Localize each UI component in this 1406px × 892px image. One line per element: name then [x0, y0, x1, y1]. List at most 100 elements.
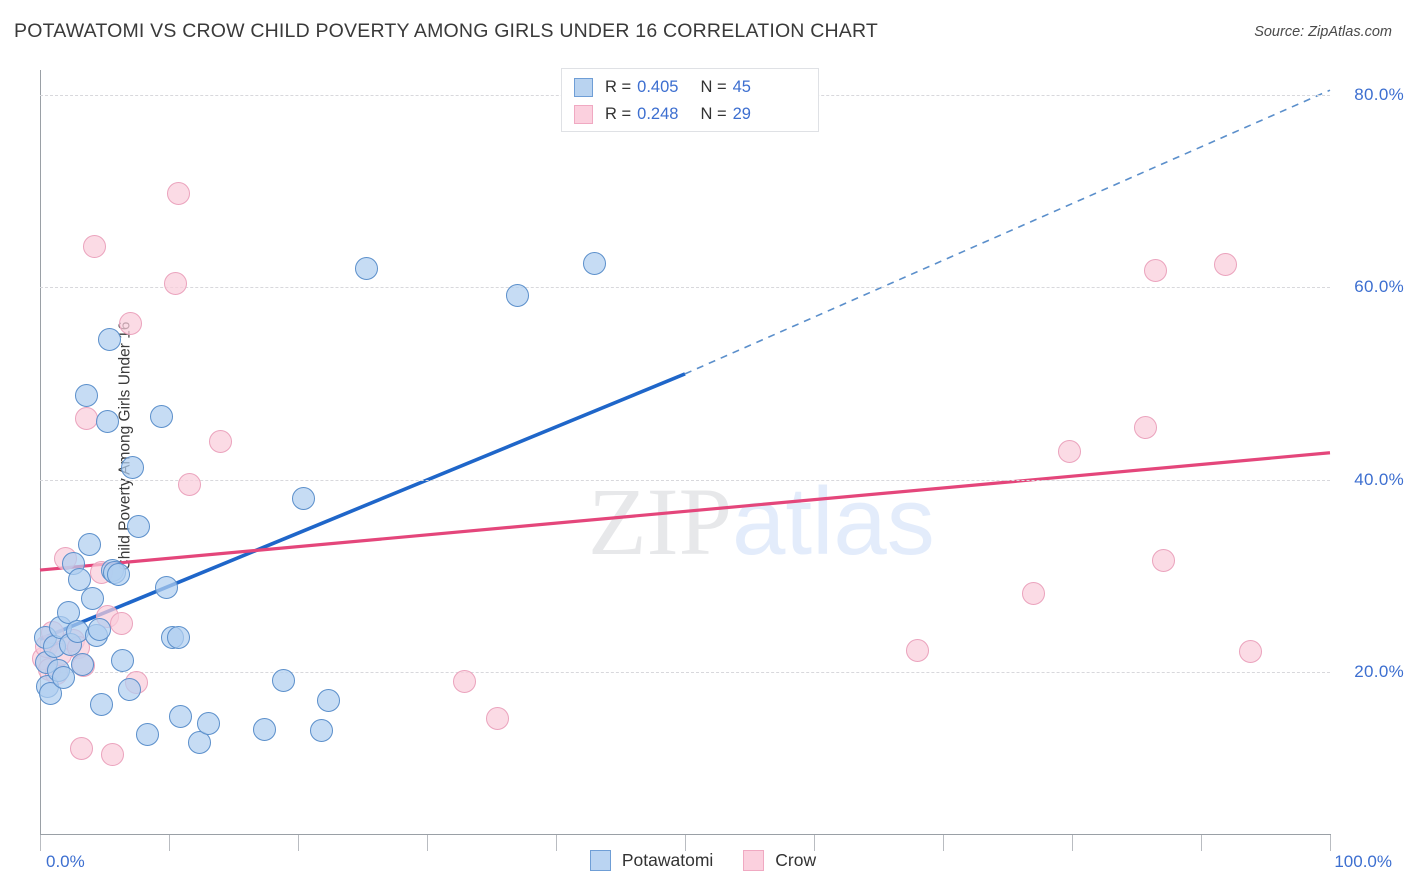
- data-point[interactable]: [69, 737, 93, 761]
- data-point[interactable]: [209, 429, 233, 453]
- stats-swatch-potawatomi: [574, 77, 593, 97]
- data-point[interactable]: [905, 639, 929, 663]
- data-point[interactable]: [166, 181, 190, 205]
- data-point[interactable]: [95, 409, 119, 433]
- gridline-60: [40, 287, 1330, 289]
- data-point[interactable]: [1021, 581, 1045, 605]
- data-point[interactable]: [252, 718, 276, 742]
- data-point[interactable]: [135, 723, 159, 746]
- trendline-potawatomi-dashed: [684, 89, 1331, 375]
- stats-n-label-2: N =: [700, 104, 727, 123]
- data-point[interactable]: [77, 532, 101, 556]
- data-point[interactable]: [169, 704, 193, 728]
- x-tick-80: [1072, 835, 1073, 851]
- y-tick-label-80: 80.0%: [1354, 85, 1404, 104]
- x-axis-min-label: 0.0%: [46, 852, 85, 871]
- legend-swatch-potawatomi: [589, 850, 611, 871]
- data-point[interactable]: [452, 670, 476, 694]
- data-point[interactable]: [149, 404, 173, 428]
- plot-area: ZIPatlas: [32, 70, 1331, 822]
- y-tick-label-40: 40.0%: [1354, 469, 1404, 489]
- data-point[interactable]: [90, 693, 114, 717]
- y-tick-label-20: 20.0%: [1354, 662, 1404, 681]
- data-point[interactable]: [118, 312, 142, 336]
- data-point[interactable]: [100, 743, 124, 767]
- x-axis-line: [40, 834, 1331, 835]
- correlation-stats-box: R = 0.405 N = 45 R = 0.248 N = 29: [561, 68, 819, 132]
- gridline-40: [40, 479, 1330, 481]
- data-point[interactable]: [74, 383, 98, 407]
- x-tick-70: [943, 835, 944, 851]
- data-point[interactable]: [272, 669, 296, 693]
- data-point[interactable]: [68, 568, 92, 592]
- trend-lines: [39, 89, 1331, 641]
- data-point[interactable]: [291, 487, 315, 511]
- data-point[interactable]: [178, 472, 202, 496]
- series-legend: Potawatomi Crow: [0, 850, 1406, 871]
- x-tick-50: [685, 835, 686, 851]
- data-point[interactable]: [154, 575, 178, 599]
- data-point[interactable]: [117, 677, 141, 701]
- data-point[interactable]: [121, 455, 145, 479]
- data-point[interactable]: [38, 681, 62, 705]
- data-point[interactable]: [51, 666, 75, 690]
- stats-r-label-2: R =: [605, 104, 632, 123]
- data-point[interactable]: [1057, 440, 1081, 464]
- y-axis-title-wrap: Child Poverty Among Girls Under 16: [8, 70, 133, 822]
- page-title: POTAWATOMI VS CROW CHILD POVERTY AMONG G…: [14, 20, 879, 42]
- legend-item-potawatomi[interactable]: Potawatomi: [589, 850, 714, 871]
- data-point[interactable]: [1144, 258, 1168, 282]
- x-tick-10: [169, 835, 170, 851]
- stats-n-value-1: 45: [732, 77, 751, 96]
- x-tick-0: [40, 835, 41, 851]
- data-point[interactable]: [111, 648, 135, 672]
- data-point[interactable]: [71, 652, 95, 676]
- data-point[interactable]: [583, 251, 607, 275]
- data-point[interactable]: [109, 612, 133, 636]
- stats-n-value-2: 29: [732, 104, 751, 123]
- legend-label-potawatomi: Potawatomi: [621, 850, 714, 870]
- stats-row-crow: R = 0.248 N = 29: [574, 101, 751, 127]
- data-point[interactable]: [197, 712, 221, 736]
- stats-r-label-1: R =: [605, 77, 632, 96]
- gridline-20: [40, 672, 1330, 673]
- stats-row-potawatomi: R = 0.405 N = 45: [574, 74, 751, 100]
- data-point[interactable]: [126, 515, 150, 539]
- data-point[interactable]: [166, 625, 190, 649]
- data-point[interactable]: [1214, 252, 1237, 276]
- legend-swatch-crow: [743, 850, 765, 871]
- x-tick-30: [427, 835, 428, 851]
- data-point[interactable]: [82, 235, 106, 259]
- data-point[interactable]: [505, 283, 529, 307]
- y-axis-line: [40, 70, 41, 835]
- data-point[interactable]: [486, 706, 510, 730]
- data-point[interactable]: [87, 618, 111, 642]
- data-point[interactable]: [74, 406, 98, 430]
- stats-r-value-1: 0.405: [637, 77, 679, 96]
- data-point[interactable]: [1134, 416, 1158, 440]
- y-tick-label-60: 60.0%: [1354, 277, 1404, 297]
- x-tick-20: [298, 835, 299, 851]
- stats-swatch-crow: [574, 104, 593, 124]
- data-point[interactable]: [163, 271, 187, 295]
- x-tick-60: [814, 835, 815, 851]
- x-axis-max-label: 100.0%: [1334, 852, 1392, 871]
- legend-label-crow: Crow: [775, 850, 817, 870]
- x-tick-40: [556, 835, 557, 851]
- source-label: Source: ZipAtlas.com: [1254, 24, 1392, 40]
- data-point[interactable]: [354, 256, 378, 280]
- trendline-potawatomi-solid: [39, 372, 686, 641]
- data-point[interactable]: [317, 689, 341, 713]
- stats-r-value-2: 0.248: [637, 104, 679, 123]
- legend-item-crow[interactable]: Crow: [743, 850, 816, 871]
- data-point[interactable]: [107, 563, 131, 587]
- data-point[interactable]: [81, 587, 105, 611]
- stats-n-label-1: N =: [700, 77, 727, 96]
- x-tick-100: [1330, 835, 1331, 851]
- trendline-crow: [39, 451, 1331, 572]
- data-point[interactable]: [1152, 548, 1176, 572]
- data-point[interactable]: [1238, 640, 1262, 664]
- data-point[interactable]: [98, 327, 122, 351]
- data-point[interactable]: [309, 719, 333, 743]
